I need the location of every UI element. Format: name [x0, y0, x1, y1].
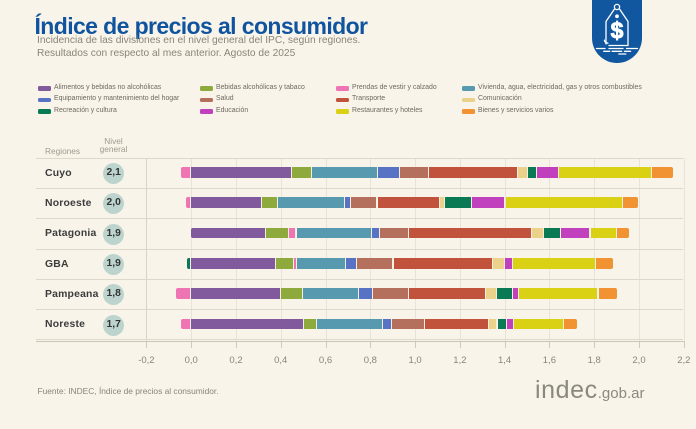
svg-text:$: $ [610, 18, 623, 44]
